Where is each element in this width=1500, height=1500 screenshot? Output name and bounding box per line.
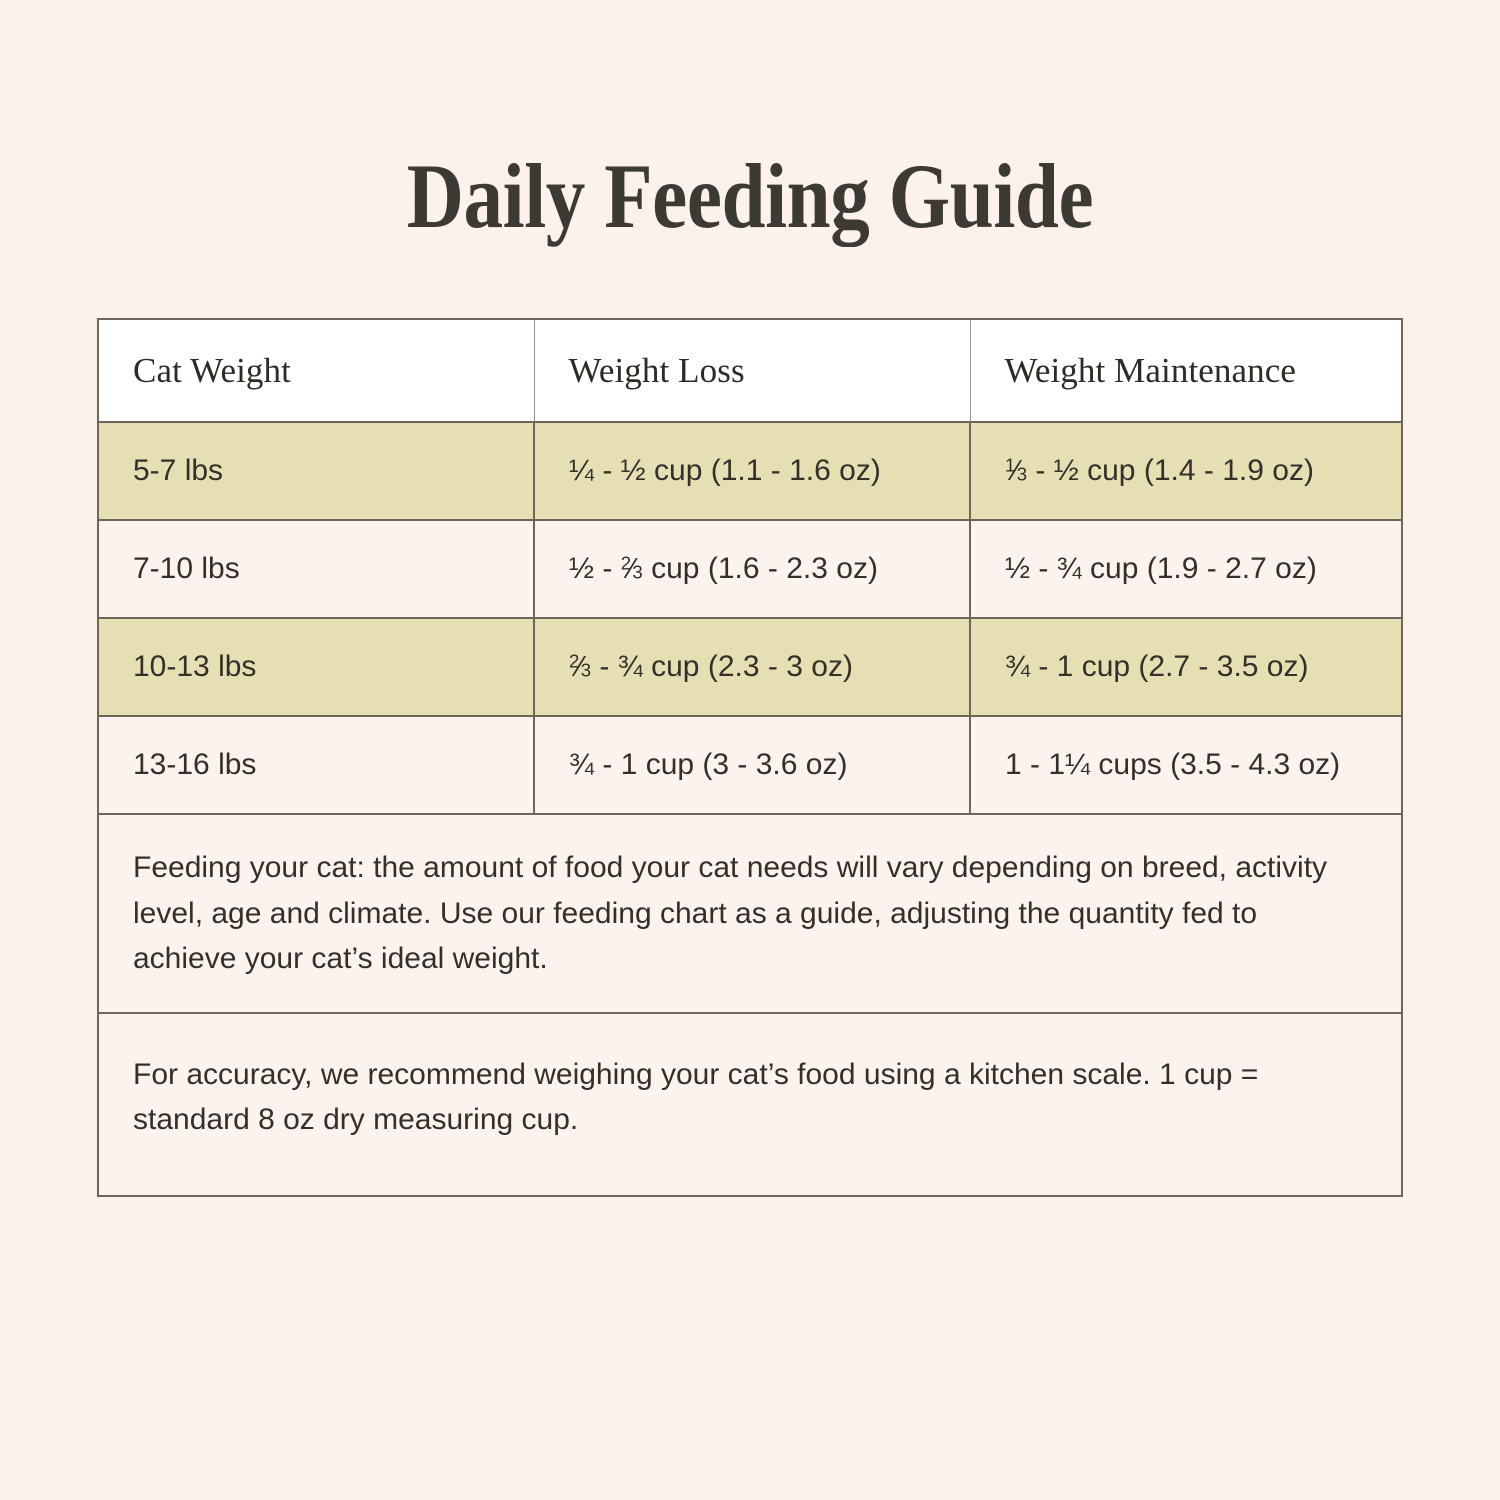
fraction-glyph: 1⁄3 bbox=[1005, 454, 1028, 487]
table-note-row: Feeding your cat: the amount of food you… bbox=[99, 814, 1401, 1014]
cell-weight-loss: ½ - 2⁄3 cup (1.6 - 2.3 oz) bbox=[534, 520, 971, 619]
feeding-table: Cat Weight Weight Loss Weight Maintenanc… bbox=[99, 320, 1401, 1195]
column-header-weight-loss: Weight Loss bbox=[534, 320, 971, 423]
feeding-note-primary: Feeding your cat: the amount of food you… bbox=[99, 814, 1401, 1014]
table-row: 13-16 lbs ¾ - 1 cup (3 - 3.6 oz) 1 - 1¼ … bbox=[99, 716, 1401, 815]
column-header-cat-weight: Cat Weight bbox=[99, 320, 535, 423]
cell-weight-loss: ¾ - 1 cup (3 - 3.6 oz) bbox=[534, 716, 971, 815]
column-header-weight-maintenance: Weight Maintenance bbox=[970, 320, 1401, 423]
table-row: 5-7 lbs ¼ - ½ cup (1.1 - 1.6 oz) 1⁄3 - ½… bbox=[99, 422, 1401, 521]
page-title: Daily Feeding Guide bbox=[406, 144, 1094, 247]
cell-weight-maintenance: ¾ - 1 cup (2.7 - 3.5 oz) bbox=[970, 618, 1401, 717]
cell-cat-weight: 13-16 lbs bbox=[99, 716, 535, 815]
cell-weight-maintenance: 1 - 1¼ cups (3.5 - 4.3 oz) bbox=[970, 716, 1401, 815]
cell-weight-maintenance: 1⁄3 - ½ cup (1.4 - 1.9 oz) bbox=[970, 422, 1401, 521]
table-header: Cat Weight Weight Loss Weight Maintenanc… bbox=[99, 320, 1401, 423]
cell-cat-weight: 5-7 lbs bbox=[99, 422, 535, 521]
cell-weight-loss: ¼ - ½ cup (1.1 - 1.6 oz) bbox=[534, 422, 971, 521]
header-row: Cat Weight Weight Loss Weight Maintenanc… bbox=[99, 320, 1401, 423]
table-row: 10-13 lbs 2⁄3 - ¾ cup (2.3 - 3 oz) ¾ - 1… bbox=[99, 618, 1401, 717]
fraction-glyph: 2⁄3 bbox=[620, 552, 643, 585]
fraction-glyph: 2⁄3 bbox=[569, 650, 592, 683]
feeding-note-accuracy: For accuracy, we recommend weighing your… bbox=[99, 1012, 1401, 1195]
cell-weight-maintenance: ½ - ¾ cup (1.9 - 2.7 oz) bbox=[970, 520, 1401, 619]
table-row: 7-10 lbs ½ - 2⁄3 cup (1.6 - 2.3 oz) ½ - … bbox=[99, 520, 1401, 619]
cell-cat-weight: 10-13 lbs bbox=[99, 618, 535, 717]
table-body: 5-7 lbs ¼ - ½ cup (1.1 - 1.6 oz) 1⁄3 - ½… bbox=[99, 422, 1401, 1195]
cell-weight-loss: 2⁄3 - ¾ cup (2.3 - 3 oz) bbox=[534, 618, 971, 717]
cell-cat-weight: 7-10 lbs bbox=[99, 520, 535, 619]
feeding-table-container: Cat Weight Weight Loss Weight Maintenanc… bbox=[97, 318, 1403, 1197]
table-note-row: For accuracy, we recommend weighing your… bbox=[99, 1012, 1401, 1195]
